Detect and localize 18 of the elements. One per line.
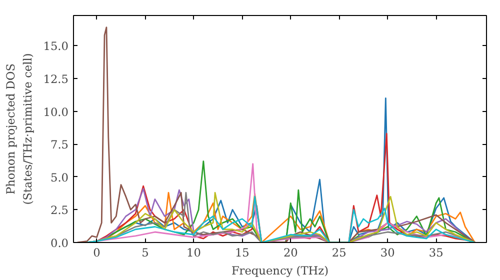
y-axis-title: Phonon projected DOS (States/THz·primitive cell) [3,53,34,205]
x-tick-label: 25 [332,246,346,260]
y-tick-label: 7.5 [50,138,68,152]
line-series [76,26,476,242]
x-tick-label: 30 [380,246,395,260]
y-tick-label: 12.5 [43,72,69,86]
x-tick-label: 20 [283,246,298,260]
y-tick-label: 0.0 [50,236,68,250]
x-tick-label: 0 [93,246,100,260]
y-tick-label: 5.0 [50,170,68,184]
x-tick-label: 15 [234,246,250,260]
x-tick-label: 35 [428,246,444,260]
y-tick-label: 10.0 [43,104,69,119]
x-tick-label: 5 [142,246,149,260]
y-tick-label: 2.5 [50,203,68,218]
x-axis-title: Frequency (THz) [231,264,329,278]
y-tick-label: 15.0 [43,39,69,54]
x-tick-label: 10 [186,246,201,260]
